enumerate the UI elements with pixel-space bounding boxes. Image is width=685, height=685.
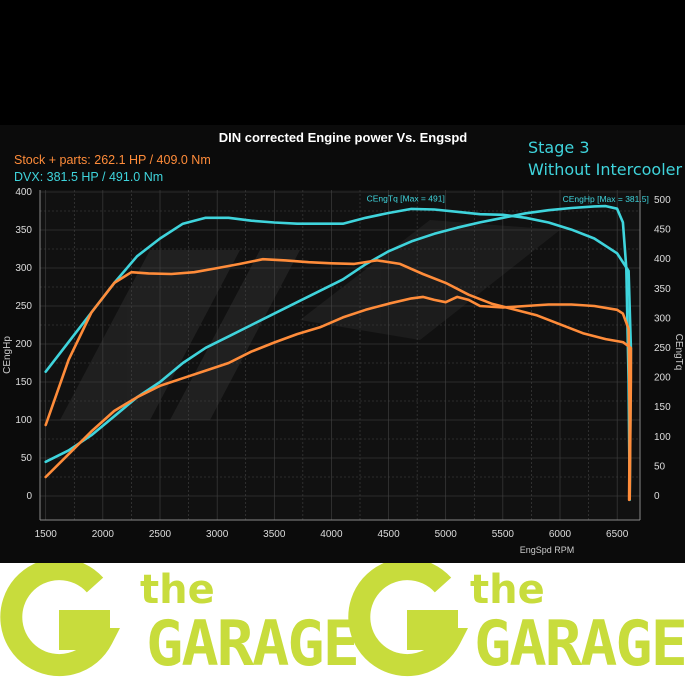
y-tick-label-right: 150 (654, 402, 671, 413)
x-tick-label: 3500 (263, 529, 286, 540)
y-tick-label-right: 450 (654, 225, 671, 236)
y-tick-label-right: 400 (654, 254, 671, 265)
annotation-stage: Stage 3 (528, 138, 590, 157)
garage-g-logo-icon (0, 563, 120, 677)
brand-the-logo-2: the (470, 567, 545, 613)
x-tick-label: 6500 (606, 529, 629, 540)
axes: 1500 2000 2500 3000 3500 4000 4500 5000 5500 6000… (15, 187, 671, 540)
series-line-stock-parts-cenghp (44, 295, 632, 502)
y-tick-label-left: 150 (15, 377, 32, 388)
legend-stock: Stock + parts: 262.1 HP / 409.0 Nm (14, 153, 211, 167)
brand-garage-logo-2: GARAGE (474, 607, 685, 680)
y-tick-label-left: 300 (15, 263, 32, 274)
x-tick-label: 1500 (35, 529, 58, 540)
y-tick-label-right: 500 (654, 195, 671, 206)
x-tick-label: 4500 (377, 529, 400, 540)
labels-group: CEngTq [Max = 491] CEngHp [Max = 381.5] (367, 193, 649, 204)
x-tick-label: 4000 (320, 529, 343, 540)
x-tick-label: 5500 (492, 529, 515, 540)
y-tick-label-right: 250 (654, 343, 671, 354)
y-tick-label-left: 200 (15, 339, 32, 350)
max-label: CEngHp [Max = 381.5] (563, 194, 649, 204)
y-tick-label-right: 100 (654, 432, 671, 443)
y-axis-label-right: CEngTq (673, 334, 684, 371)
y-tick-label-left: 100 (15, 415, 32, 426)
x-tick-label: 6000 (549, 529, 572, 540)
y-tick-label-left: 400 (15, 187, 32, 198)
y-tick-label-right: 50 (654, 461, 666, 472)
y-tick-label-left: 50 (21, 453, 33, 464)
x-tick-label: 2500 (149, 529, 172, 540)
brand-the-logo: the (140, 567, 215, 613)
max-label: CEngTq [Max = 491] (367, 193, 445, 203)
series-line-dvx-cengtq (44, 207, 633, 501)
x-tick-label: 3000 (206, 529, 229, 540)
x-tick-label: 2000 (92, 529, 115, 540)
series-line-dvx-cenghp (44, 204, 632, 502)
brand-footer: the GARAGE the GARAGE (0, 563, 685, 685)
legend-dvx: DVX: 381.5 HP / 491.0 Nm (14, 170, 163, 184)
series-group (44, 204, 633, 502)
plot-area (40, 190, 640, 520)
y-tick-label-left: 350 (15, 225, 32, 236)
annotation-intercooler: Without Intercooler (528, 160, 682, 179)
y-tick-label-right: 350 (654, 284, 671, 295)
y-tick-label-right: 300 (654, 313, 671, 324)
y-tick-label-right: 200 (654, 373, 671, 384)
y-tick-label-right: 0 (654, 491, 660, 502)
dyno-chart: 1500 2000 2500 3000 3500 4000 4500 5000 5500 6000… (0, 125, 685, 563)
y-tick-label-left: 250 (15, 301, 32, 312)
y-tick-label-left: 0 (26, 491, 32, 502)
y-axis-label-left: CEngHp (2, 336, 13, 374)
x-tick-label: 5000 (435, 529, 458, 540)
series-line-stock-parts-cengtq (44, 257, 633, 501)
brand-garage-logo: GARAGE (146, 607, 360, 680)
garage-g-logo-icon-2 (348, 563, 468, 677)
grid (40, 190, 640, 520)
chart-title: DIN corrected Engine power Vs. Engspd (219, 130, 468, 145)
x-axis-label: EngSpd RPM (520, 545, 575, 555)
